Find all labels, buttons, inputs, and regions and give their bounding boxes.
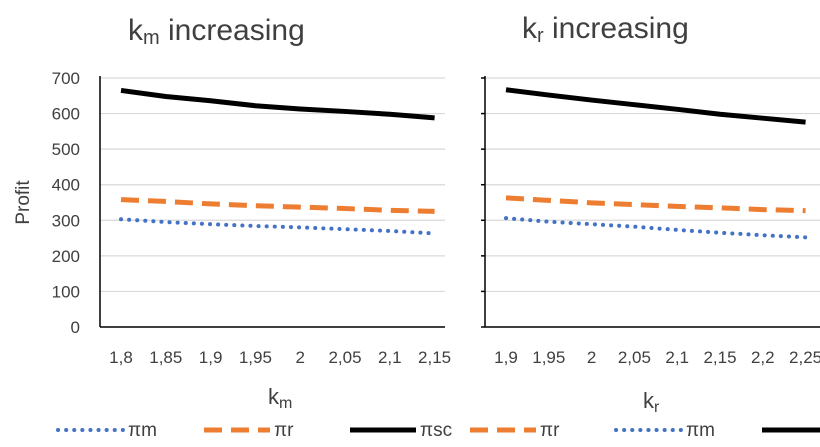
legend-label-pm: πm: [686, 420, 715, 441]
x-tick-label: 1,85: [149, 348, 182, 367]
series-line-pm: [506, 218, 806, 237]
x-axis-label: kr: [643, 388, 660, 416]
y-tick-label: 700: [52, 69, 80, 88]
y-axis-label: Profit: [13, 180, 34, 225]
x-axis-label: km: [268, 384, 292, 412]
x-tick-label: 2: [587, 348, 596, 367]
y-tick-label: 600: [52, 105, 80, 124]
legend-item-psc: πsc: [762, 420, 820, 441]
x-tick-label: 1,95: [239, 348, 272, 367]
chart-title-sub: m: [143, 27, 160, 49]
chart-1: km increasing0100200300400500600700Profi…: [13, 14, 452, 441]
x-tick-label: 1,95: [532, 348, 565, 367]
chart-title-main: k: [522, 12, 538, 45]
chart-title-main: k: [128, 14, 144, 47]
chart-title-rest: increasing: [544, 12, 689, 45]
x-tick-label: 2,25: [789, 348, 820, 367]
chart-title: km increasing: [128, 14, 305, 49]
x-tick-label: 2,1: [665, 348, 689, 367]
legend-item-pm: πm: [616, 420, 715, 441]
x-axis-label-sub: m: [279, 395, 292, 412]
legend-label-pr: πr: [274, 420, 294, 441]
legend-item-psc: πsc: [350, 420, 452, 441]
y-tick-label: 300: [52, 211, 80, 230]
legend-item-pr: πr: [204, 420, 294, 441]
series-line-pr: [121, 200, 435, 212]
y-tick-label: 0: [71, 318, 80, 337]
legend-label-psc: πsc: [420, 420, 452, 441]
x-tick-label: 2,1: [378, 348, 402, 367]
x-axis-label-sub: r: [654, 399, 660, 416]
y-tick-label: 500: [52, 140, 80, 159]
x-tick-label: 2,15: [418, 348, 451, 367]
chart-title: kr increasing: [522, 12, 689, 47]
legend-label-pm: πm: [128, 420, 157, 441]
chart-title-rest: increasing: [160, 14, 305, 47]
x-tick-label: 1,8: [109, 348, 133, 367]
series-line-pr: [506, 198, 806, 211]
y-tick-label: 200: [52, 247, 80, 266]
x-tick-label: 1,9: [199, 348, 223, 367]
legend-label-pr: πr: [540, 420, 560, 441]
x-tick-label: 2,15: [703, 348, 736, 367]
x-tick-label: 1,9: [494, 348, 518, 367]
legend-item-pr: πr: [470, 420, 560, 441]
series-line-psc: [506, 90, 806, 122]
y-tick-label: 400: [52, 176, 80, 195]
x-tick-label: 2,05: [618, 348, 651, 367]
x-tick-label: 2: [295, 348, 304, 367]
x-tick-label: 2,05: [328, 348, 361, 367]
series-line-pm: [121, 219, 435, 233]
legend-item-pm: πm: [58, 420, 157, 441]
x-tick-label: 2,2: [751, 348, 775, 367]
y-tick-label: 100: [52, 282, 80, 301]
